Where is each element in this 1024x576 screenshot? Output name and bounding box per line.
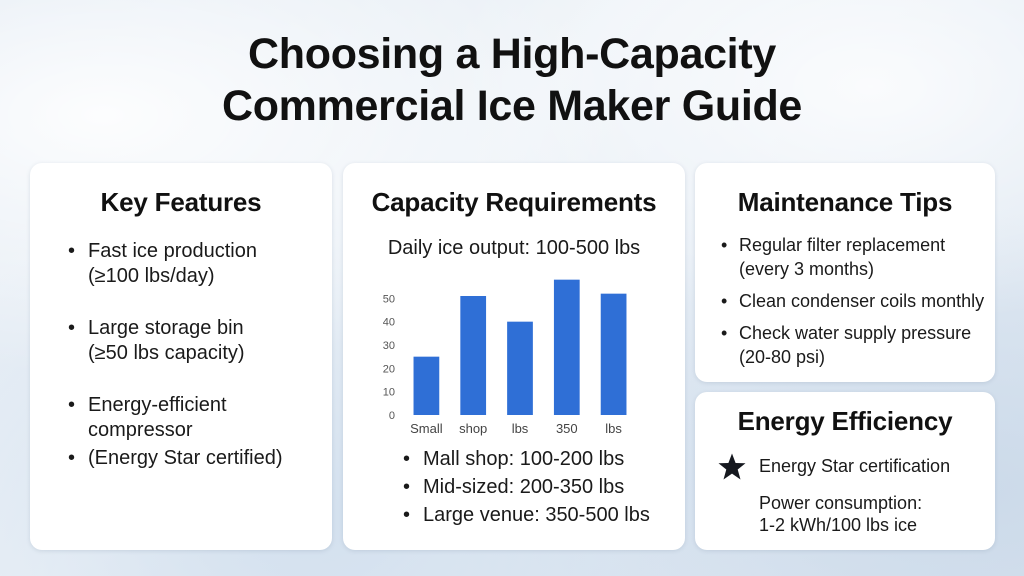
bullet-icon: • [721, 323, 728, 343]
x-tick-label: shop [459, 421, 487, 436]
x-tick-label: lbs [512, 421, 529, 436]
list-item: • Fast ice production (≥100 lbs/day) [68, 239, 318, 289]
x-tick-label: 350 [556, 421, 578, 436]
maintenance-list: • Regular filter replacement (every 3 mo… [721, 233, 991, 377]
capacity-requirements-card: Capacity Requirements Daily ice output: … [343, 163, 685, 550]
list-item: • Check water supply pressure (20-80 psi… [721, 321, 991, 369]
chart-bar [600, 293, 627, 415]
list-item: • Mid-sized: 200-350 lbs [403, 473, 650, 501]
x-tick-label: Small [410, 421, 443, 436]
list-item: • Large venue: 350-500 lbs [403, 501, 650, 529]
bullet-icon: • [68, 240, 76, 262]
key-features-card: Key Features • Fast ice production (≥100… [30, 163, 332, 550]
key-features-list: • Fast ice production (≥100 lbs/day) • L… [68, 239, 318, 498]
key-features-heading: Key Features [100, 187, 262, 217]
page-title: Choosing a High-Capacity Commercial Ice … [0, 28, 1024, 132]
bullet-icon: • [721, 291, 728, 311]
list-item: • Mall shop: 100-200 lbs [403, 445, 650, 473]
list-item: • Clean condenser coils monthly [721, 289, 991, 313]
chart-bar [553, 279, 580, 415]
power-consumption: Power consumption: 1-2 kWh/100 lbs ice [759, 492, 979, 536]
feature-text: (≥50 lbs capacity) [88, 342, 245, 364]
energy-efficiency-card: Energy Efficiency Energy Star certificat… [695, 392, 995, 550]
y-tick-label: 30 [383, 340, 395, 352]
bullet-icon: • [403, 504, 411, 526]
title-line-1: Choosing a High-Capacity [248, 30, 776, 78]
chart-bar [507, 321, 533, 415]
capacity-text: Mid-sized: 200-350 lbs [423, 476, 625, 498]
maintenance-text: (20-80 psi) [739, 347, 826, 367]
bullet-icon: • [721, 235, 728, 255]
star-icon [718, 453, 746, 480]
maintenance-tips-card: Maintenance Tips • Regular filter replac… [695, 163, 995, 382]
feature-text: compressor [88, 419, 193, 441]
capacity-text: Large venue: 350-500 lbs [423, 504, 650, 526]
list-item: • (Energy Star certified) [68, 446, 318, 471]
bullet-icon: • [403, 448, 411, 470]
maintenance-text: (every 3 months) [739, 259, 875, 279]
bullet-icon: • [68, 447, 76, 469]
feature-text: (≥100 lbs/day) [88, 265, 215, 287]
title-line-2: Commercial Ice Maker Guide [221, 82, 803, 130]
capacity-text: Mall shop: 100-200 lbs [423, 448, 625, 470]
energy-star-cert: Energy Star certification [759, 456, 951, 476]
capacity-subtitle: Daily ice output: 100-500 lbs [387, 237, 641, 259]
list-item: • Energy-efficient compressor [68, 393, 318, 443]
energy-heading: Energy Efficiency [737, 406, 953, 436]
bullet-icon: • [68, 317, 76, 339]
y-tick-label: 0 [389, 410, 395, 422]
feature-text: (Energy Star certified) [88, 447, 283, 469]
power-value: 1-2 kWh/100 lbs ice [759, 515, 918, 535]
y-tick-label: 20 [383, 363, 395, 375]
list-item: • Large storage bin (≥50 lbs capacity) [68, 316, 318, 366]
chart-bar [460, 296, 487, 415]
feature-text: Fast ice production [88, 240, 257, 262]
chart-bar [413, 356, 440, 415]
maintenance-text: Regular filter replacement [739, 235, 946, 255]
maintenance-text: Clean condenser coils monthly [739, 291, 985, 311]
feature-text: Energy-efficient [88, 394, 227, 416]
power-label: Power consumption: [759, 493, 923, 513]
capacity-bar-chart: 0 10 20 30 40 50 Small shop lbs 350 lbs [383, 279, 627, 436]
capacity-heading: Capacity Requirements [371, 187, 657, 217]
maintenance-heading: Maintenance Tips [737, 187, 953, 217]
bullet-icon: • [403, 476, 411, 498]
capacity-list: • Mall shop: 100-200 lbs • Mid-sized: 20… [403, 445, 650, 529]
x-tick-label: lbs [605, 421, 622, 436]
y-tick-label: 10 [383, 387, 395, 399]
feature-text: Large storage bin [88, 317, 244, 339]
maintenance-text: Check water supply pressure [739, 323, 972, 343]
y-tick-label: 40 [383, 317, 395, 329]
list-item: • Regular filter replacement (every 3 mo… [721, 233, 991, 281]
bullet-icon: • [68, 394, 76, 416]
y-tick-label: 50 [383, 293, 395, 305]
